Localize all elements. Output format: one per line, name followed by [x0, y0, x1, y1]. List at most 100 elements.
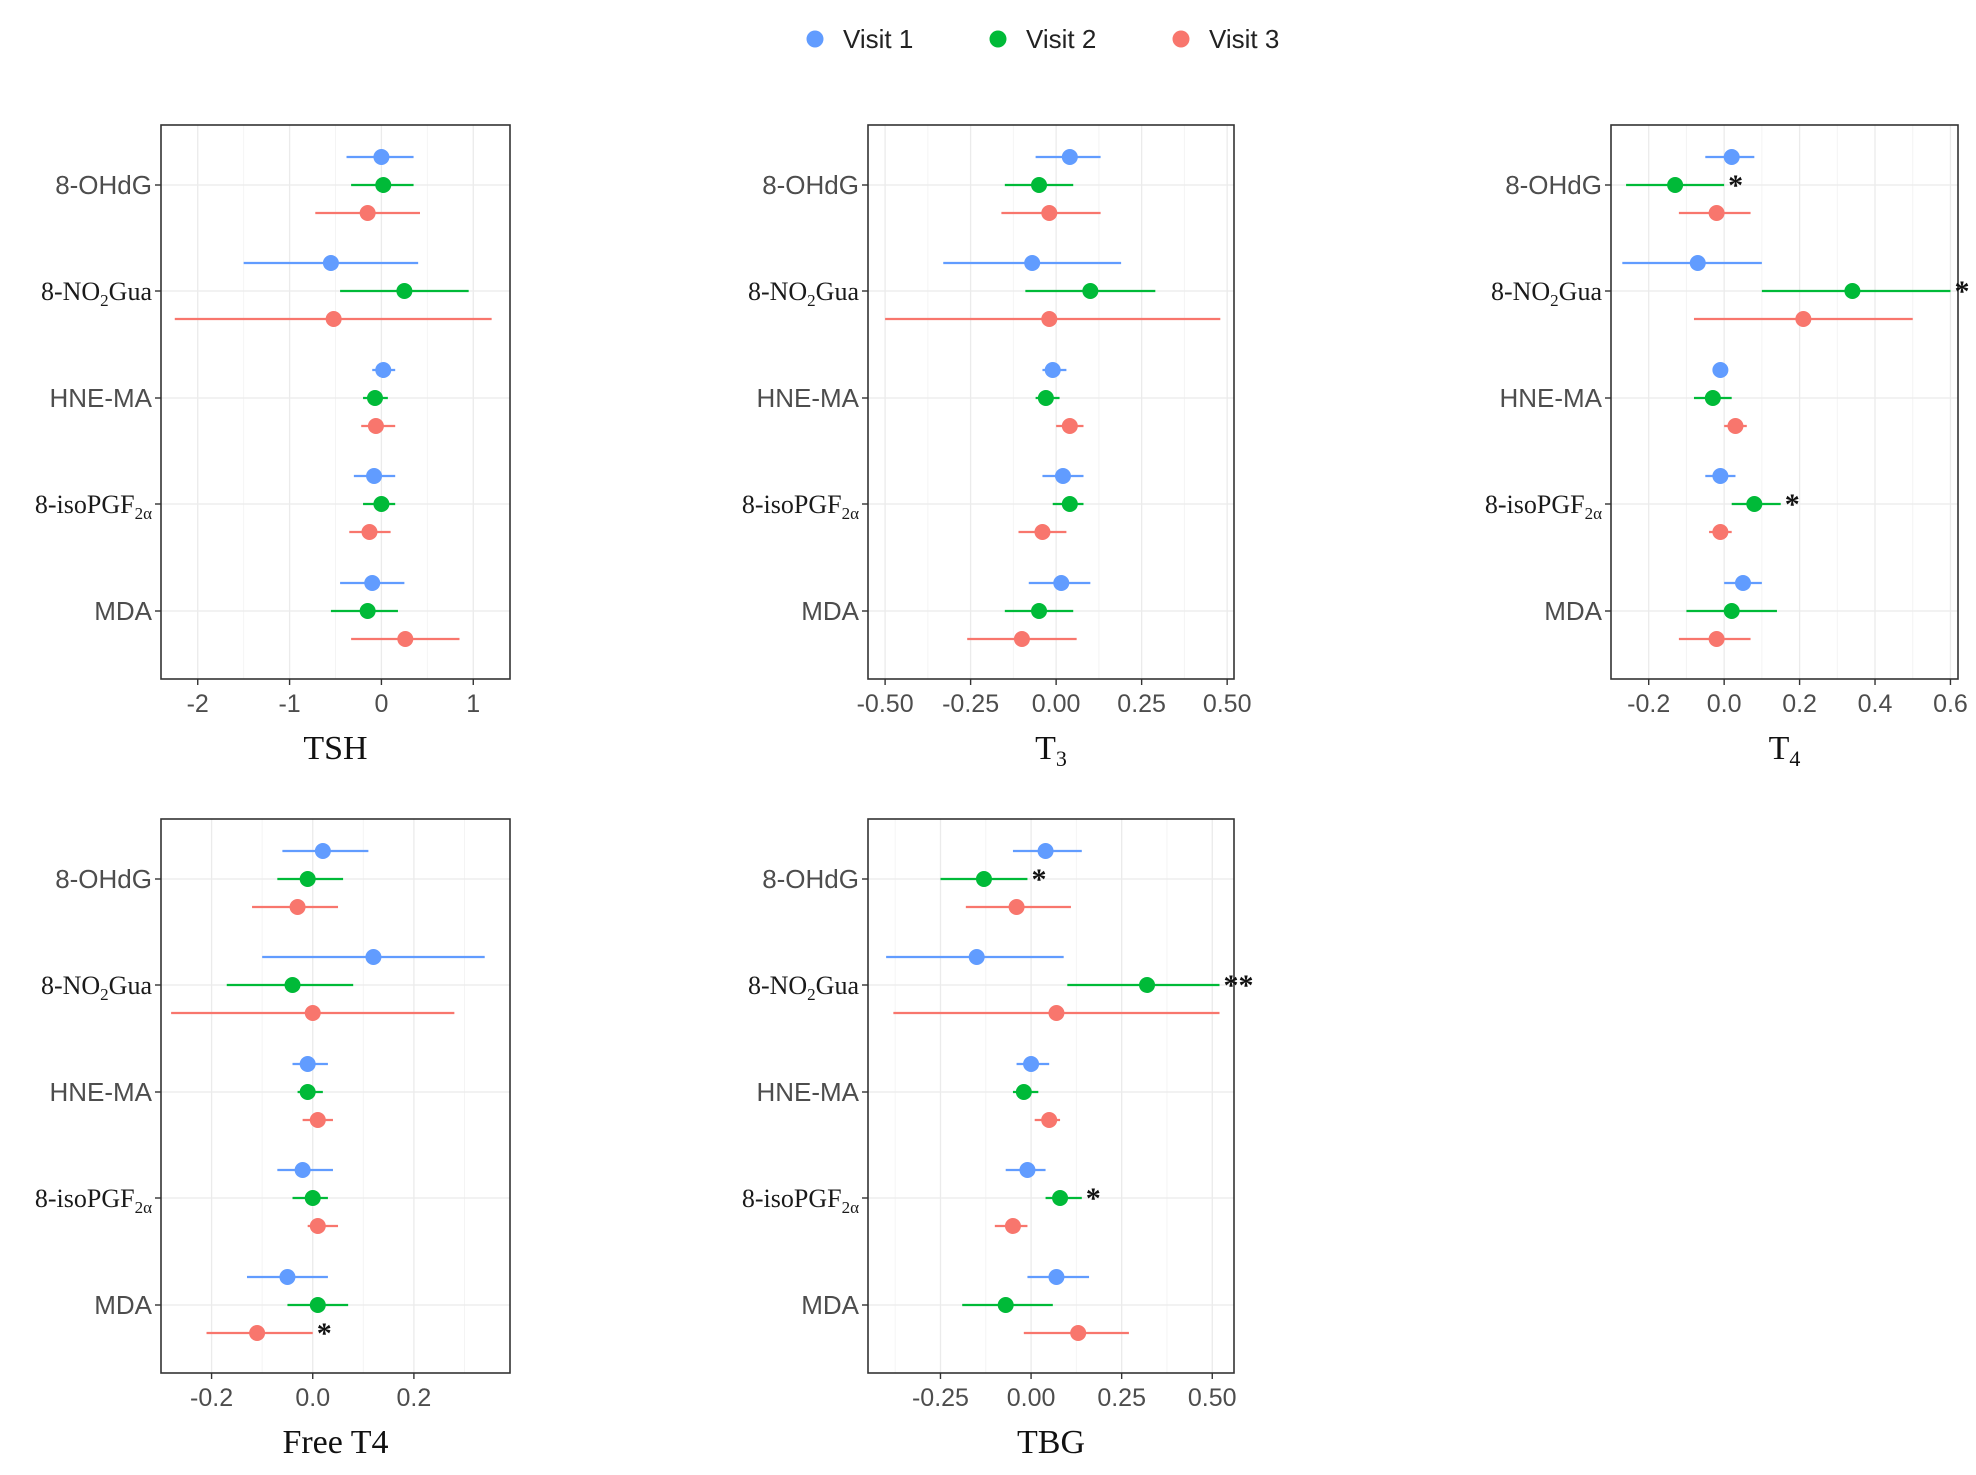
point-estimate	[249, 1325, 266, 1341]
point-estimate	[359, 603, 376, 619]
point-estimate	[373, 496, 390, 512]
point-estimate	[1031, 603, 1048, 619]
x-axis-title: Free T4	[282, 1424, 388, 1461]
significance-star: **	[1224, 969, 1254, 1002]
x-tick-label: -0.25	[912, 1384, 969, 1412]
point-estimate	[299, 1084, 316, 1100]
x-axis-title: T4	[1769, 730, 1801, 771]
point-estimate	[397, 631, 414, 647]
legend-marker-3	[1172, 30, 1190, 48]
point-estimate	[304, 1005, 321, 1021]
point-estimate	[289, 899, 306, 915]
point-estimate	[1052, 1190, 1069, 1206]
point-estimate	[1031, 177, 1048, 193]
point-estimate	[1048, 1269, 1065, 1285]
point-estimate	[1041, 311, 1058, 327]
point-estimate	[1667, 177, 1684, 193]
legend-label-1: Visit 1	[843, 24, 913, 54]
point-estimate	[1054, 468, 1071, 484]
point-estimate	[1704, 390, 1721, 406]
y-tick-label-2: 8-NO2Gua	[748, 971, 859, 1004]
point-estimate	[1082, 283, 1099, 299]
y-tick-label-4: 8-isoPGF2α	[35, 1184, 152, 1217]
y-tick-label-2: 8-NO2Gua	[41, 971, 152, 1004]
point-estimate	[299, 871, 316, 887]
point-estimate	[325, 311, 342, 327]
point-estimate	[1024, 255, 1041, 271]
y-tick-label-1: 8-OHdG	[1505, 170, 1602, 200]
significance-star: *	[1031, 863, 1046, 896]
significance-star: *	[317, 1317, 332, 1350]
x-tick-label: -0.2	[1627, 690, 1670, 718]
point-estimate	[1041, 205, 1058, 221]
point-estimate	[314, 843, 331, 859]
point-estimate	[1139, 977, 1156, 993]
panels: 8-OHdG 8-NO2Gua HNE-MA 8-isoPGF2α MDA -2 -1 0 1 T…	[35, 124, 1969, 1461]
significance-star: *	[1954, 275, 1969, 308]
y-tick-label-1: 8-OHdG	[762, 864, 859, 894]
panel-frame	[1610, 124, 1959, 680]
point-estimate	[1053, 575, 1070, 591]
panel-frame	[867, 818, 1235, 1374]
y-tick-label-1: 8-OHdG	[55, 170, 152, 200]
point-estimate	[1061, 149, 1078, 165]
x-tick-label: 0.00	[1032, 690, 1081, 718]
point-estimate	[1727, 418, 1744, 434]
point-estimate	[364, 575, 381, 591]
chart-panel-4: 8-OHdG 8-NO2Gua HNE-MA 8-isoPGF2α MDA -0.2 0.0…	[35, 818, 511, 1461]
x-tick-label: 0.50	[1188, 1384, 1237, 1412]
point-estimate	[1041, 1112, 1058, 1128]
y-tick-label-3: HNE-MA	[756, 1077, 859, 1107]
panel-frame	[867, 124, 1235, 680]
point-estimate	[1708, 205, 1725, 221]
point-estimate	[309, 1297, 326, 1313]
y-tick-label-3: HNE-MA	[49, 383, 152, 413]
point-estimate	[284, 977, 301, 993]
y-tick-label-2: 8-NO2Gua	[1491, 277, 1602, 310]
x-tick-label: 0.50	[1203, 690, 1252, 718]
point-estimate	[1023, 1056, 1040, 1072]
legend-label-3: Visit 3	[1209, 24, 1279, 54]
point-estimate	[1019, 1162, 1036, 1178]
chart-panel-5: 8-OHdG 8-NO2Gua HNE-MA 8-isoPGF2α MDA -0.25 0.…	[742, 818, 1254, 1461]
point-estimate	[1061, 496, 1078, 512]
y-tick-label-4: 8-isoPGF2α	[1485, 490, 1602, 523]
point-estimate	[1070, 1325, 1087, 1341]
chart-panel-3: 8-OHdG 8-NO2Gua HNE-MA 8-isoPGF2α MDA -0.2 0.0…	[1485, 124, 1969, 771]
point-estimate	[375, 177, 392, 193]
point-estimate	[361, 524, 378, 540]
y-tick-label-5: MDA	[94, 1290, 152, 1320]
y-tick-label-3: HNE-MA	[1499, 383, 1602, 413]
point-estimate	[1795, 311, 1812, 327]
x-tick-label: 0.6	[1933, 690, 1968, 718]
x-tick-label: 0.25	[1117, 690, 1166, 718]
legend-marker-2	[989, 30, 1007, 48]
point-estimate	[1037, 843, 1054, 859]
y-tick-label-4: 8-isoPGF2α	[742, 490, 859, 523]
point-estimate	[1844, 283, 1861, 299]
point-estimate	[975, 871, 992, 887]
point-estimate	[997, 1297, 1014, 1313]
point-estimate	[359, 205, 376, 221]
x-tick-label: -0.2	[190, 1384, 233, 1412]
significance-star: *	[1728, 169, 1743, 202]
panel-frame	[160, 124, 511, 680]
legend-item-2: Visit 2	[989, 24, 1096, 54]
point-estimate	[279, 1269, 296, 1285]
x-tick-label: -2	[187, 690, 209, 718]
x-tick-label: 0.0	[1707, 690, 1742, 718]
x-tick-label: -0.25	[942, 690, 999, 718]
point-estimate	[396, 283, 413, 299]
point-estimate	[1689, 255, 1706, 271]
point-estimate	[1008, 899, 1025, 915]
y-tick-label-5: MDA	[801, 1290, 859, 1320]
x-tick-label: 0.4	[1858, 690, 1893, 718]
legend-marker-1	[806, 30, 824, 48]
chart-panel-1: 8-OHdG 8-NO2Gua HNE-MA 8-isoPGF2α MDA -2 -1 0 1 T…	[35, 124, 511, 767]
x-tick-label: -0.50	[857, 690, 914, 718]
point-estimate	[366, 390, 383, 406]
point-estimate	[1708, 631, 1725, 647]
y-tick-label-2: 8-NO2Gua	[748, 277, 859, 310]
